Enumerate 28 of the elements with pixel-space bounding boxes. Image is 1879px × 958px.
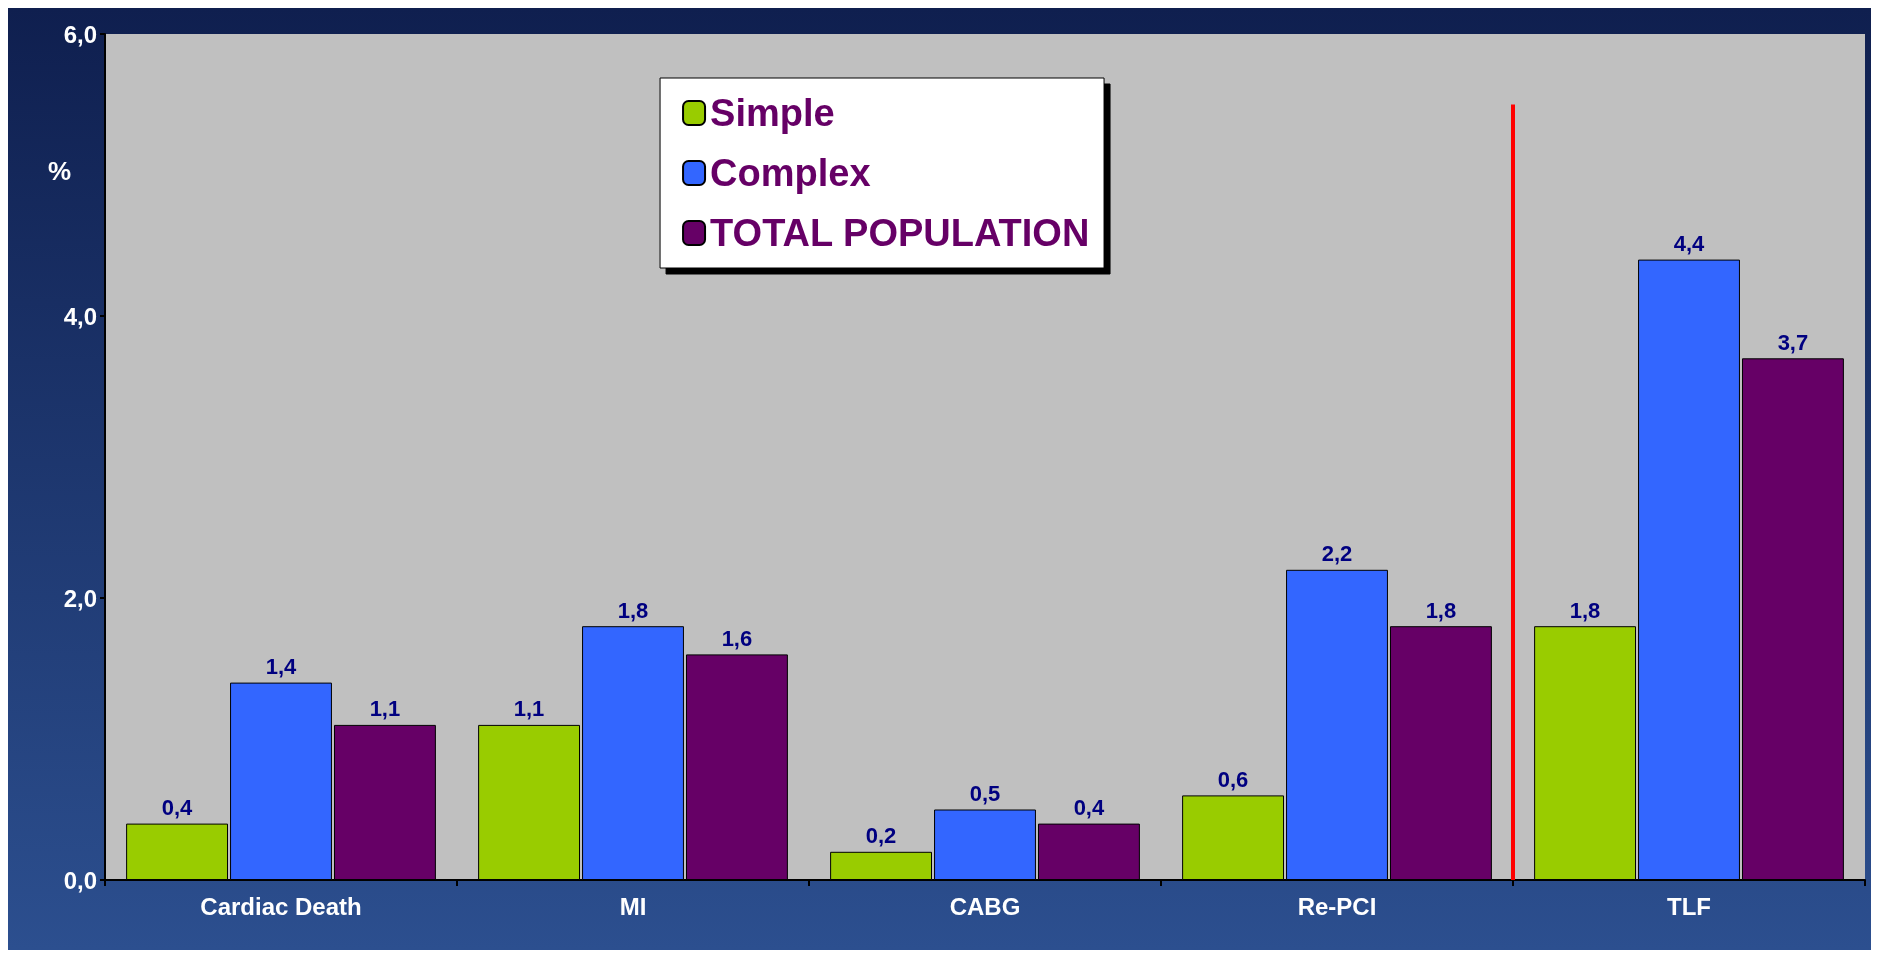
legend-label: TOTAL POPULATION <box>710 212 1090 254</box>
x-tick-label: TLF <box>1667 892 1711 920</box>
data-label: 1,6 <box>721 625 753 651</box>
data-label: 0,4 <box>1073 795 1105 821</box>
data-label: 1,8 <box>617 597 649 623</box>
x-tick-label: Cardiac Death <box>200 892 362 920</box>
data-label: 0,6 <box>1217 766 1249 792</box>
data-label: 3,7 <box>1777 329 1809 355</box>
legend-label: Simple <box>710 92 835 134</box>
y-axis-title: % <box>47 156 71 186</box>
data-label: 0,5 <box>969 781 1001 806</box>
data-label: 0,4 <box>161 795 194 821</box>
data-label: 1,1 <box>369 696 401 722</box>
y-tick-label: 6,0 <box>63 20 97 48</box>
x-tick-label: CABG <box>949 892 1021 920</box>
legend-label: Complex <box>710 152 871 194</box>
x-tick-label: MI <box>619 892 647 920</box>
data-label: 1,4 <box>265 654 298 680</box>
data-label: 1,8 <box>1425 597 1457 623</box>
data-label: 1,1 <box>513 696 545 722</box>
y-tick-label: 0,0 <box>63 866 97 894</box>
y-tick-label: 4,0 <box>63 302 97 330</box>
y-tick-label: 2,0 <box>63 584 97 612</box>
data-label: 0,2 <box>865 823 897 849</box>
data-label: 2,2 <box>1321 541 1353 567</box>
x-tick-label: Re-PCI <box>1297 892 1377 920</box>
data-label: 1,8 <box>1569 597 1601 623</box>
data-label: 4,4 <box>1673 231 1706 257</box>
